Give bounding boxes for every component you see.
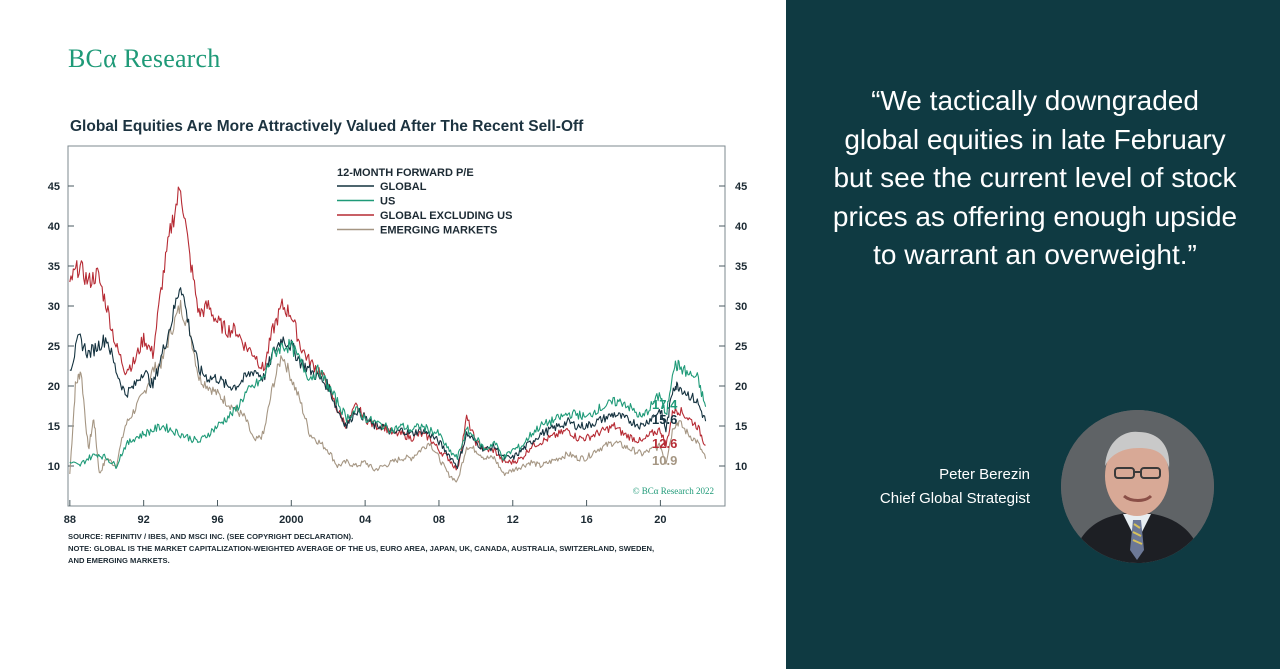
chart-series [69, 186, 707, 483]
x-tick-label: 08 [433, 514, 445, 526]
series-line-emerging-markets [69, 299, 707, 483]
plot-frame [67, 145, 726, 507]
series-line-global [69, 287, 707, 469]
y-tick-label-left: 40 [48, 221, 60, 233]
y-tick-label-right: 10 [735, 461, 747, 473]
chart-title: Global Equities Are More Attractively Va… [70, 118, 584, 135]
end-label-us: 17.4 [652, 397, 678, 412]
legend-label: EMERGING MARKETS [380, 225, 497, 237]
source-note: SOURCE: REFINITIV / IBES, AND MSCI INC. … [68, 532, 354, 541]
y-tick-label-left: 30 [48, 301, 60, 313]
y-tick-label-left: 20 [48, 381, 60, 393]
y-tick-label-left: 45 [48, 181, 60, 193]
end-label-emerging-markets: 10.9 [652, 453, 677, 468]
person-name: Peter Berezin [939, 466, 1030, 483]
y-tick-label-left: 10 [48, 461, 60, 473]
chart-panel: BCα Research Global Equities Are More At… [0, 0, 786, 669]
quote-panel [786, 0, 1280, 669]
x-tick-label: 88 [64, 514, 76, 526]
series-line-global-excluding-us [69, 186, 706, 471]
pe-line-chart: 10 10 15 15 20 20 25 25 30 30 35 35 40 40 45 45 88 92 96 20… [48, 145, 747, 526]
y-tick-label-right: 40 [735, 221, 747, 233]
person-role: Chief Global Strategist [879, 490, 1030, 507]
x-tick-label: 04 [359, 514, 372, 526]
x-tick-label: 20 [654, 514, 666, 526]
x-tick-label: 2000 [279, 514, 303, 526]
legend-title: 12-MONTH FORWARD P/E [337, 167, 474, 179]
chart-axes: 10 10 15 15 20 20 25 25 30 30 35 35 40 40 45 45 88 92 96 20… [48, 145, 747, 526]
y-tick-label-left: 15 [48, 421, 60, 433]
chart-notes: SOURCE: REFINITIV / IBES, AND MSCI INC. … [68, 531, 768, 567]
x-tick-label: 16 [580, 514, 592, 526]
y-tick-label-right: 35 [735, 261, 747, 273]
x-tick-label: 92 [138, 514, 150, 526]
y-tick-label-right: 30 [735, 301, 747, 313]
y-tick-label-left: 35 [48, 261, 60, 273]
x-tick-label: 96 [211, 514, 223, 526]
y-tick-label-left: 25 [48, 341, 60, 353]
y-tick-label-right: 45 [735, 181, 747, 193]
legend-label: US [380, 196, 395, 208]
end-label-global: 15.6 [652, 412, 677, 427]
y-tick-label-right: 25 [735, 341, 747, 353]
y-tick-label-right: 15 [735, 421, 747, 433]
quote-text: “We tactically downgraded global equitie… [832, 85, 1238, 270]
end-label-global-excluding-us: 12.6 [652, 436, 677, 451]
chart-copyright: © BCα Research 2022 [633, 486, 714, 496]
series-line-us [69, 338, 707, 470]
portrait-illustration [1061, 410, 1214, 563]
x-tick-label: 12 [507, 514, 519, 526]
chart-legend: 12-MONTH FORWARD P/E GLOBAL US GLOBAL EXCLU… [337, 167, 512, 237]
legend-label: GLOBAL [380, 181, 427, 193]
y-tick-label-right: 20 [735, 381, 747, 393]
note-line-2: AND EMERGING MARKETS. [68, 556, 170, 565]
note-line-1: NOTE: GLOBAL IS THE MARKET CAPITALIZATIO… [68, 544, 655, 553]
avatar [1061, 410, 1214, 563]
brand-logo: BCα Research [68, 44, 221, 73]
legend-label: GLOBAL EXCLUDING US [380, 210, 512, 222]
chart-end-labels: 15.617.4 12.6 10.9 [652, 397, 678, 468]
